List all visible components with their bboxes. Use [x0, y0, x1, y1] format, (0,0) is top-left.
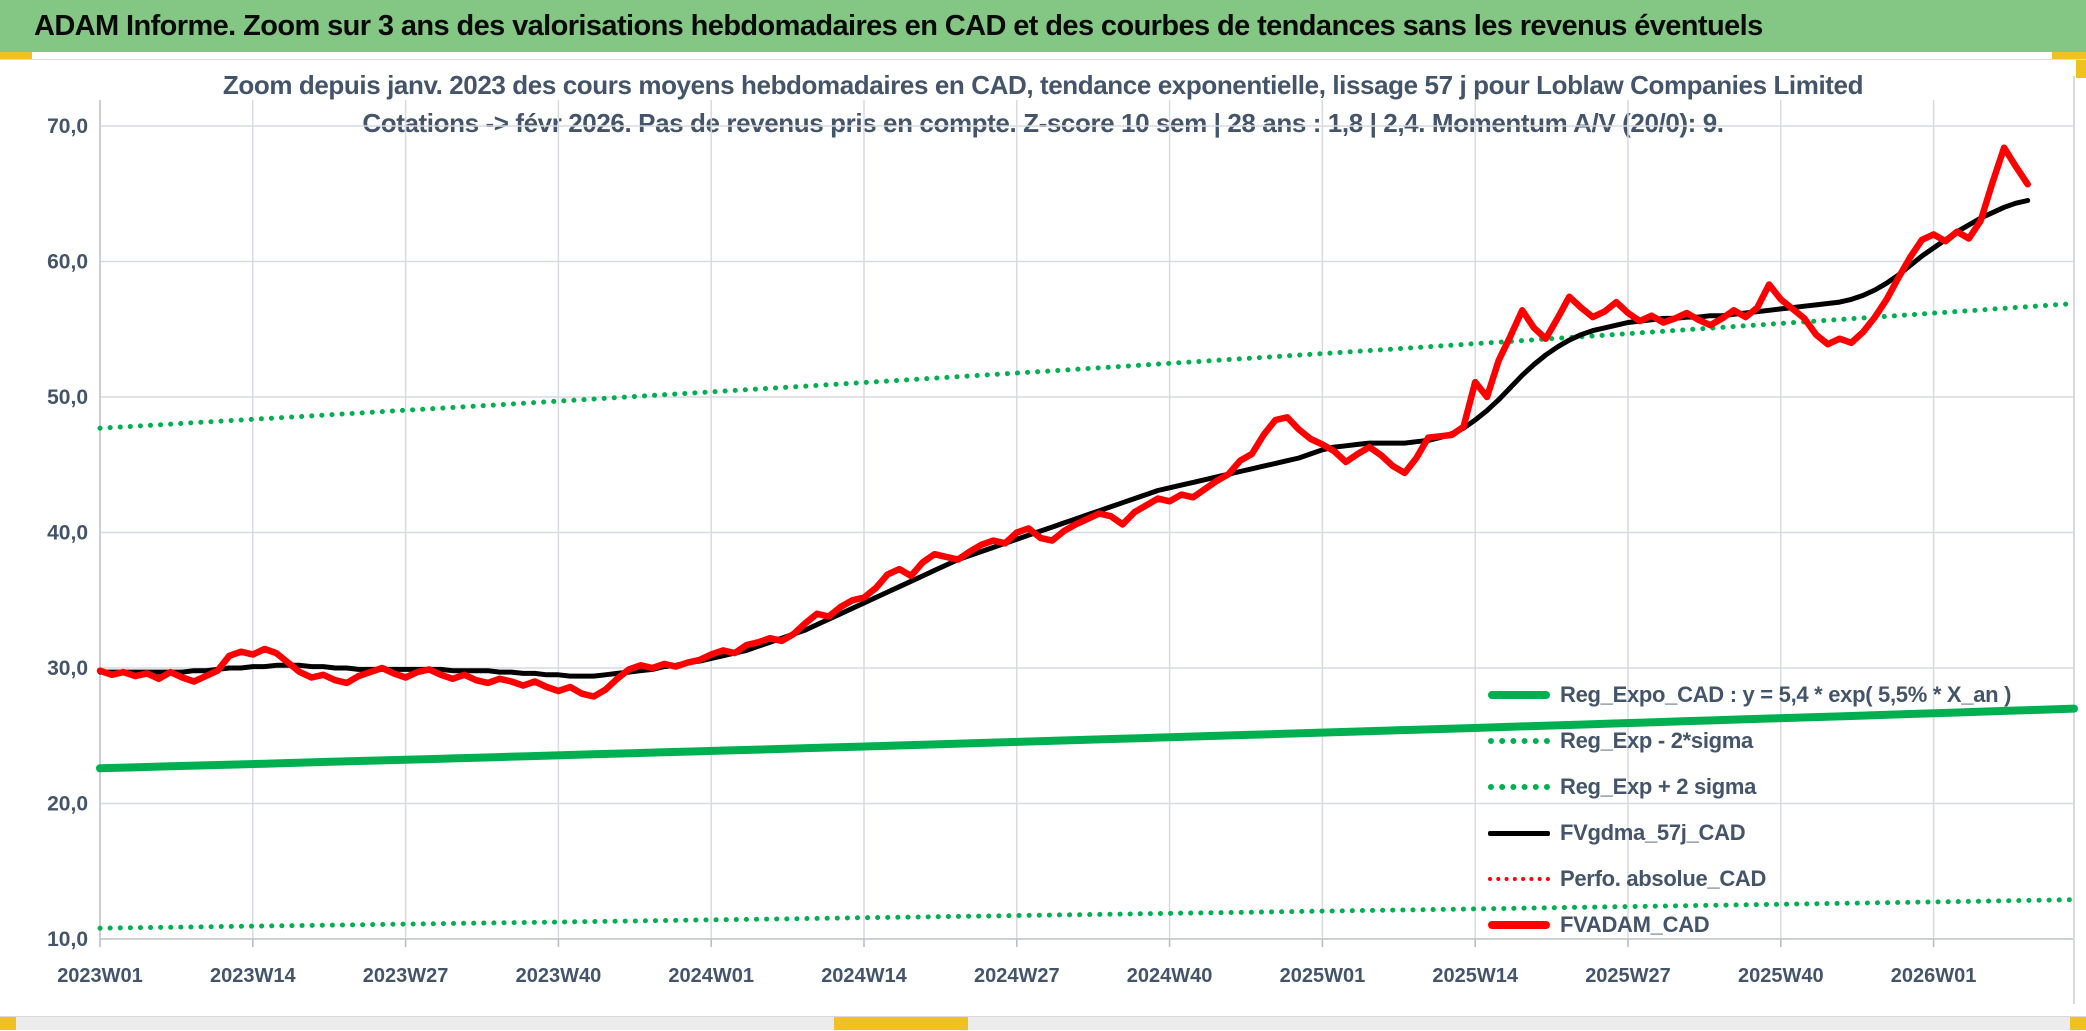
strip-marker-center[interactable]: [834, 1017, 968, 1030]
header-bar: ADAM Informe. Zoom sur 3 ans des valoris…: [0, 0, 2086, 52]
x-tick-label: 2024W40: [1127, 965, 1213, 987]
y-tick-label: 20,0: [47, 793, 88, 816]
series-fvadam-cad: [96, 144, 2031, 700]
x-tick-label: 2023W01: [57, 965, 143, 987]
series-reg-expo-cad: [96, 704, 2078, 773]
legend-label: Reg_Exp + 2 sigma: [1560, 774, 1757, 799]
chart-legend: Reg_Expo_CAD : y = 5,4 * exp( 5,5% * X_a…: [1488, 672, 2011, 948]
x-tick-label: 2026W01: [1891, 965, 1977, 987]
bottom-scroll-strip: [0, 1016, 2086, 1030]
x-tick-label: 2024W14: [821, 965, 907, 987]
series-fvgdma-57j-cad: [97, 198, 2031, 679]
legend-item-fvadam: FVADAM_CAD: [1488, 902, 2011, 948]
strip-marker-left: [0, 1017, 16, 1030]
legend-item-perfo-absolue: Perfo. absolue_CAD: [1488, 856, 2011, 902]
legend-line-red-solid: [1488, 921, 1550, 929]
x-tick-label: 2025W40: [1738, 965, 1824, 987]
y-tick-label: 50,0: [47, 386, 88, 409]
y-tick-label: 70,0: [47, 115, 88, 138]
chart-title: Zoom depuis janv. 2023 des cours moyens …: [0, 66, 2086, 142]
legend-item-reg-minus-2sigma: Reg_Exp - 2*sigma: [1488, 718, 2011, 764]
chart-title-line1: Zoom depuis janv. 2023 des cours moyens …: [222, 70, 1864, 100]
legend-item-reg-plus-2sigma: Reg_Exp + 2 sigma: [1488, 764, 2011, 810]
series-reg-exp-2-sigma: [97, 897, 2077, 931]
legend-label: Reg_Exp - 2*sigma: [1560, 728, 1753, 753]
header-divider: [0, 59, 2086, 60]
legend-line-red-dotted: [1488, 877, 1550, 881]
strip-marker-right: [2070, 1017, 2086, 1030]
legend-line-green-dotted: [1488, 784, 1550, 790]
y-tick-label: 40,0: [47, 522, 88, 545]
series-perfo-absolue-cad: [98, 146, 2030, 698]
x-tick-label: 2025W14: [1432, 965, 1518, 987]
x-tick-label: 2025W01: [1280, 965, 1366, 987]
legend-line-green-solid: [1488, 691, 1550, 699]
legend-label: FVADAM_CAD: [1560, 912, 1710, 937]
x-tick-label: 2023W27: [363, 965, 449, 987]
x-tick-label: 2025W27: [1585, 965, 1671, 987]
legend-line-green-dotted: [1488, 738, 1550, 744]
x-tick-label: 2024W01: [668, 965, 754, 987]
accent-yellow-right-side: [2076, 52, 2086, 78]
y-tick-label: 60,0: [47, 251, 88, 274]
legend-item-fvgdma: FVgdma_57j_CAD: [1488, 810, 2011, 856]
x-tick-label: 2024W27: [974, 965, 1060, 987]
accent-yellow-left: [0, 52, 32, 59]
series-reg-exp-2-sigma: [97, 301, 2077, 431]
x-tick-label: 2023W40: [516, 965, 602, 987]
chart-title-line2: Cotations -> févr 2026. Pas de revenus p…: [362, 108, 1724, 138]
legend-label: Reg_Expo_CAD : y = 5,4 * exp( 5,5% * X_a…: [1560, 682, 2012, 707]
y-tick-label: 30,0: [47, 657, 88, 680]
page-title: ADAM Informe. Zoom sur 3 ans des valoris…: [34, 9, 1763, 42]
legend-label: FVgdma_57j_CAD: [1560, 820, 1746, 845]
y-tick-label: 10,0: [47, 928, 88, 951]
legend-item-reg-expo: Reg_Expo_CAD : y = 5,4 * exp( 5,5% * X_a…: [1488, 672, 2011, 718]
legend-line-black-solid: [1488, 830, 1550, 836]
x-tick-label: 2023W14: [210, 965, 296, 987]
legend-label: Perfo. absolue_CAD: [1560, 866, 1767, 891]
accent-yellow-right: [2052, 52, 2086, 60]
